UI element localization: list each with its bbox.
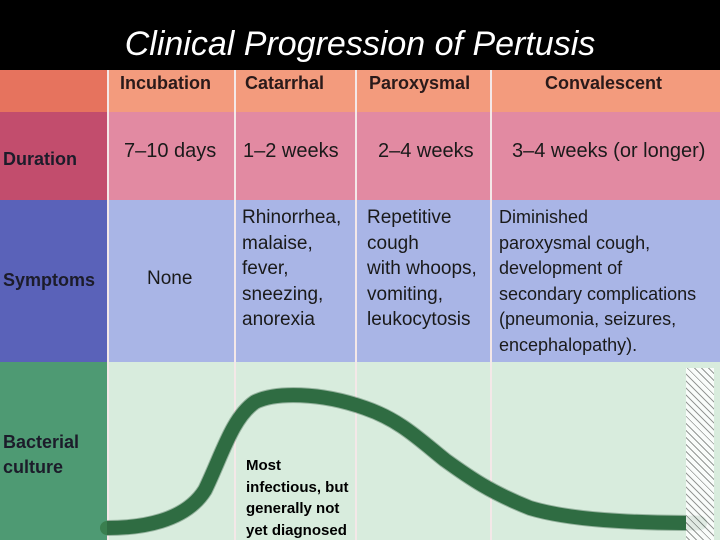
stage-header-paroxysmal: Paroxysmal <box>369 73 471 93</box>
row-label-duration: Duration <box>3 149 77 169</box>
image-noise-artifact <box>686 368 714 540</box>
duration-label-cell <box>0 112 107 200</box>
column-divider <box>107 70 109 540</box>
row-label-culture-line1: Bacterial <box>3 432 80 452</box>
duration-incubation: 7–10 days <box>124 140 217 162</box>
duration-paroxysmal: 2–4 weeks <box>378 140 474 162</box>
curve-outline <box>106 387 701 536</box>
duration-row <box>0 112 720 200</box>
curve-line <box>100 388 707 535</box>
column-divider <box>490 70 492 540</box>
stage-header-row <box>0 70 720 112</box>
stage-header-convalescent: Convalescent <box>545 73 663 93</box>
symptoms-convalescent: Diminished paroxysmal cough, development… <box>499 207 697 355</box>
slide-title: Clinical Progression of Pertusis <box>0 0 720 70</box>
duration-catarrhal: 1–2 weeks <box>243 140 339 162</box>
stage-header-incubation: Incubation <box>120 73 211 93</box>
corner-cell <box>0 70 107 112</box>
column-divider <box>234 70 236 540</box>
row-label-symptoms: Symptoms <box>3 270 96 290</box>
infectivity-annotation: Most infectious, but generally not yet d… <box>246 457 349 539</box>
symptoms-catarrhal: Rhinorrhea, malaise, fever, sneezing, an… <box>242 207 342 330</box>
stage-header-catarrhal: Catarrhal <box>245 73 325 93</box>
culture-label-cell <box>0 362 107 540</box>
duration-convalescent: 3–4 weeks (or longer) <box>512 140 706 162</box>
bacterial-culture-row <box>0 362 720 540</box>
symptoms-row <box>0 200 720 362</box>
symptoms-paroxysmal: Repetitive cough with whoops, vomiting, … <box>367 207 477 330</box>
symptoms-incubation: None <box>147 268 193 289</box>
row-label-culture-line2: culture <box>3 457 64 477</box>
column-divider <box>355 70 357 540</box>
symptoms-label-cell <box>0 200 107 362</box>
